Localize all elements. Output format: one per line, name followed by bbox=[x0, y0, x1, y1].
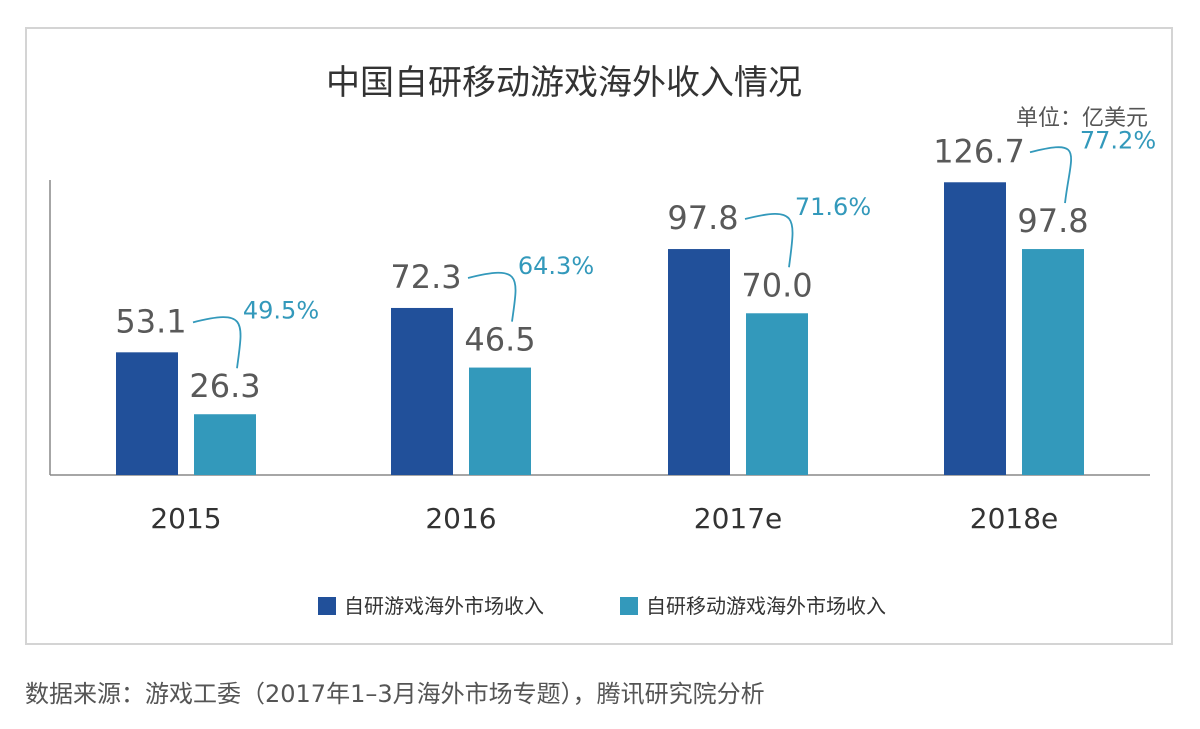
value-label-series-1: 97.8 bbox=[667, 199, 738, 237]
ratio-label: 64.3% bbox=[518, 252, 594, 280]
bar-series-2 bbox=[194, 414, 256, 475]
x-tick-label: 2017e bbox=[694, 502, 782, 535]
legend-swatch-series-2 bbox=[620, 597, 638, 615]
unit-label: 单位：亿美元 bbox=[1016, 106, 1148, 131]
value-label-series-2: 97.8 bbox=[1017, 202, 1088, 240]
ratio-connector bbox=[744, 213, 794, 268]
legend-label-series-2: 自研移动游戏海外市场收入 bbox=[646, 594, 886, 618]
value-label-series-1: 53.1 bbox=[115, 302, 186, 340]
value-label-series-2: 26.3 bbox=[189, 367, 260, 405]
ratio-connector bbox=[467, 271, 517, 322]
source-note: 数据来源：游戏工委（2017年1–3月海外市场专题），腾讯研究院分析 bbox=[25, 680, 765, 708]
ratio-label: 77.2% bbox=[1080, 126, 1156, 154]
legend-swatch-series-1 bbox=[318, 597, 336, 615]
chart-frame bbox=[25, 27, 1173, 645]
ratio-label: 71.6% bbox=[795, 193, 871, 221]
value-label-series-1: 126.7 bbox=[933, 132, 1025, 170]
legend-label-series-1: 自研游戏海外市场收入 bbox=[344, 594, 544, 618]
value-label-series-2: 70.0 bbox=[741, 266, 812, 304]
bar-series-1 bbox=[391, 307, 453, 475]
bar-chart: 中国自研移动游戏海外收入情况 单位：亿美元 53.126.3 49.5% 2015 7… bbox=[49, 63, 1156, 618]
chart-title: 中国自研移动游戏海外收入情况 bbox=[326, 63, 802, 103]
value-label-series-2: 46.5 bbox=[464, 321, 535, 359]
bar-series-1 bbox=[944, 182, 1006, 476]
chart-marks: 53.126.349.5%201572.346.564.3%201697.870… bbox=[115, 126, 1156, 535]
bar-series-2 bbox=[1022, 249, 1084, 475]
bar-series-2 bbox=[469, 367, 531, 475]
x-tick-label: 2016 bbox=[425, 502, 496, 535]
legend: 自研游戏海外市场收入 自研移动游戏海外市场收入 bbox=[318, 594, 886, 618]
bar-series-1 bbox=[668, 249, 730, 475]
bar-series-1 bbox=[116, 352, 178, 475]
ratio-connector bbox=[1029, 146, 1072, 204]
bar-series-2 bbox=[746, 313, 808, 475]
ratio-label: 49.5% bbox=[243, 296, 319, 324]
ratio-connector bbox=[192, 316, 242, 369]
value-label-series-1: 72.3 bbox=[390, 258, 461, 296]
x-tick-label: 2015 bbox=[150, 502, 221, 535]
x-tick-label: 2018e bbox=[970, 502, 1058, 535]
